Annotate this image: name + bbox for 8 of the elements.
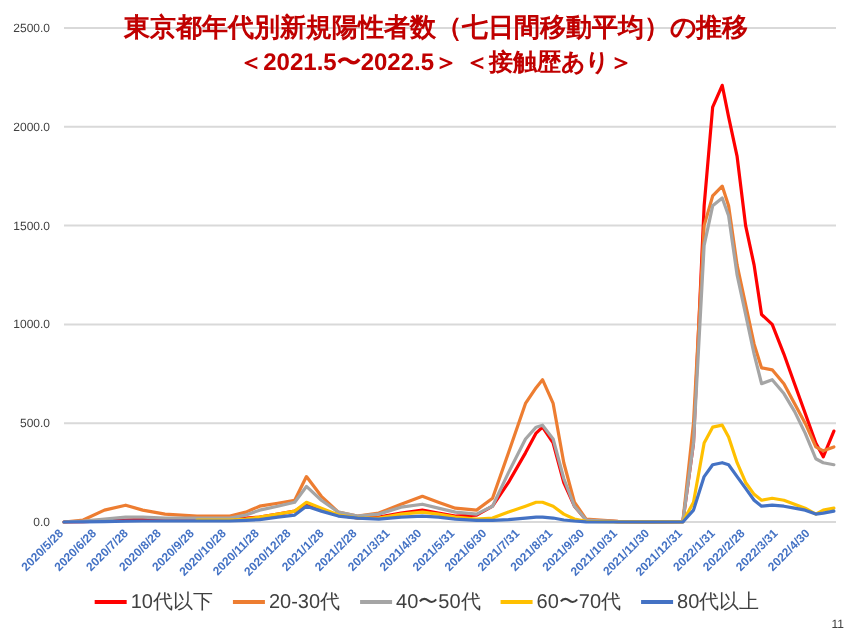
chart-title: 東京都年代別新規陽性者数（七日間移動平均）の推移 bbox=[122, 12, 748, 42]
legend-label: 40〜50代 bbox=[396, 592, 481, 614]
legend-label: 10代以下 bbox=[130, 590, 213, 614]
legend-label: 60〜70代 bbox=[536, 592, 622, 614]
line-series bbox=[62, 461, 836, 524]
text: ＜2021.5〜2022.5＞ ＜接触歴あり＞ bbox=[239, 48, 633, 76]
legend-label: 80代以上 bbox=[677, 590, 760, 614]
legend-label: 20-30代 bbox=[268, 592, 341, 614]
